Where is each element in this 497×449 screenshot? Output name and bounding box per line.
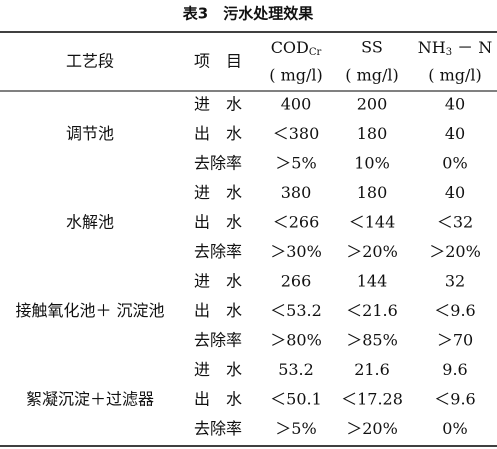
header-ss-unit: ( mg/l) — [345, 66, 399, 85]
ss-value: 144 — [357, 272, 388, 291]
table-title: 表3 污水处理效果 — [183, 5, 314, 23]
nh-value: ＜9.6 — [434, 390, 475, 409]
group-name: 水解池 — [66, 213, 114, 232]
nh-value: 40 — [445, 183, 465, 202]
nh-name: NH — [418, 38, 446, 57]
item: 出 水 — [194, 301, 242, 320]
header-cod: CODCr — [271, 38, 322, 58]
ss-value: 180 — [357, 124, 388, 143]
cod-value: ＜266 — [273, 213, 320, 232]
group-name: 絮凝沉淀＋过滤器 — [26, 390, 154, 409]
nh-value: 0% — [442, 419, 467, 438]
ss-value: ＜21.6 — [346, 301, 398, 320]
cod-value: 380 — [281, 183, 312, 202]
item: 去除率 — [194, 242, 242, 261]
header-cod-unit: ( mg/l) — [269, 66, 323, 85]
cod-value: ＞5% — [275, 154, 316, 173]
item: 进 水 — [194, 272, 242, 291]
header-process: 工艺段 — [66, 52, 114, 71]
item: 去除率 — [194, 331, 242, 350]
ss-value: 10% — [354, 154, 390, 173]
ss-value: 180 — [357, 183, 388, 202]
nh-value: 32 — [445, 272, 465, 291]
item: 出 水 — [194, 390, 242, 409]
nh-value: 9.6 — [442, 360, 467, 379]
nh-value: 40 — [445, 95, 465, 114]
nh-value: 40 — [445, 124, 465, 143]
item: 出 水 — [194, 124, 242, 143]
group-name: 调节池 — [66, 124, 114, 143]
nh-value: 0% — [442, 154, 467, 173]
item: 进 水 — [194, 360, 242, 379]
cod-value: 400 — [281, 95, 312, 114]
cod-value: ＜380 — [273, 124, 320, 143]
item: 去除率 — [194, 154, 242, 173]
cod-value: ＞80% — [270, 331, 322, 350]
ss-value: ＞85% — [346, 331, 398, 350]
cod-sub: Cr — [309, 47, 322, 58]
nh-value: ＜9.6 — [434, 301, 475, 320]
cod-value: ＜50.1 — [270, 390, 322, 409]
nh-value: ＞20% — [429, 242, 481, 261]
ss-value: 200 — [357, 95, 388, 114]
ss-value: 21.6 — [354, 360, 390, 379]
cod-value: ＞5% — [275, 419, 316, 438]
item: 进 水 — [194, 95, 242, 114]
item: 去除率 — [194, 419, 242, 438]
header-item: 项 目 — [194, 52, 242, 71]
nh-value: ＜32 — [437, 213, 473, 232]
ss-value: ＜17.28 — [341, 390, 403, 409]
cod-value: ＞30% — [270, 242, 322, 261]
cod-value: ＜53.2 — [270, 301, 322, 320]
ss-value: ＞20% — [346, 419, 398, 438]
nh-value: ＞70 — [437, 331, 473, 350]
item: 出 水 — [194, 213, 242, 232]
nh-sub: 3 — [446, 47, 452, 58]
item: 进 水 — [194, 183, 242, 202]
header-nh: NH3 － N — [418, 38, 493, 58]
cod-value: 266 — [281, 272, 312, 291]
header-ss: SS — [361, 38, 383, 57]
header-nh-unit: ( mg/l) — [428, 66, 482, 85]
nh-suffix: － N — [452, 38, 492, 57]
ss-value: ＜144 — [349, 213, 396, 232]
group-name: 接触氧化池＋ 沉淀池 — [15, 301, 164, 320]
cod-value: 53.2 — [278, 360, 314, 379]
ss-value: ＞20% — [346, 242, 398, 261]
cod-name: COD — [271, 38, 309, 57]
